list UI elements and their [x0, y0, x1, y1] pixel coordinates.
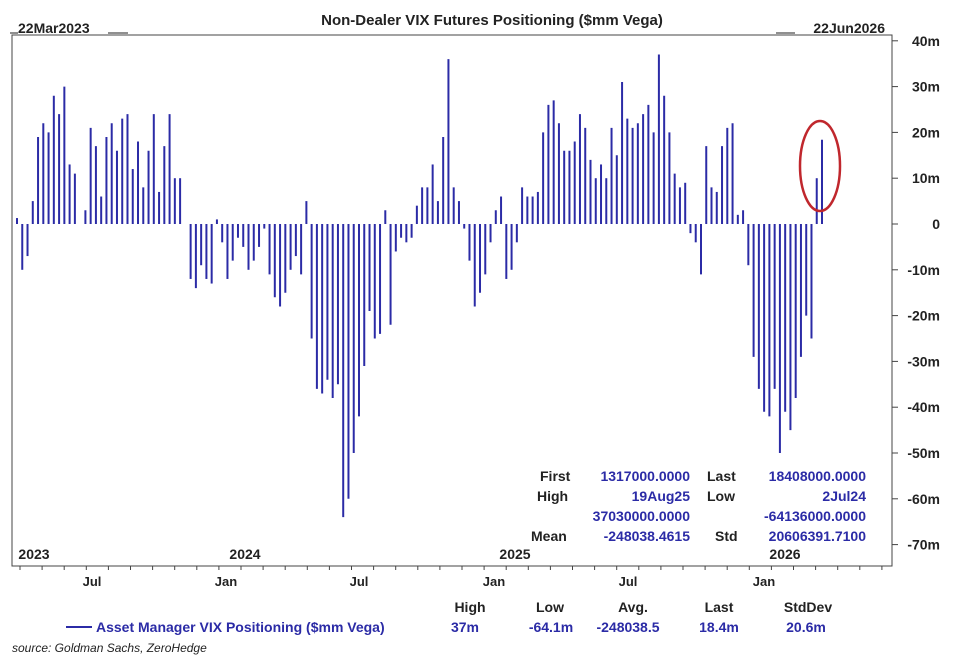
y-tick-label: -50m [907, 445, 940, 461]
legend-value-avg: -248038.5 [596, 619, 659, 635]
stat-last-value: 18408000.0000 [769, 468, 867, 484]
stat-mean-label: Mean [531, 528, 567, 544]
legend-value-stddev: 20.6m [786, 619, 826, 635]
y-axis: 40m 30m 20m 10m 0 -10m -20m -30m -40m -50m -60m -70… [892, 33, 940, 553]
legend-value-high: 37m [451, 619, 479, 635]
y-tick-label: 30m [912, 79, 940, 95]
legend-header-low: Low [536, 599, 564, 615]
x-month-label: Jul [83, 574, 102, 589]
legend-header-last: Last [705, 599, 734, 615]
y-tick-label: -70m [907, 537, 940, 553]
stat-first-label: First [540, 468, 571, 484]
y-tick-label: -10m [907, 262, 940, 278]
stat-mean-value: -248038.4615 [604, 528, 691, 544]
chart-title: Non-Dealer VIX Futures Positioning ($mm … [321, 12, 663, 29]
y-tick-label: -30m [907, 353, 940, 369]
stat-high-value: 37030000.0000 [593, 508, 691, 524]
source-note: source: Goldman Sachs, ZeroHedge [12, 641, 207, 655]
stat-low-value: -64136000.0000 [764, 508, 866, 524]
plot-frame [11, 34, 893, 567]
highlight-ellipse [798, 119, 842, 213]
x-month-label: Jan [483, 574, 505, 589]
x-year-label: 2024 [229, 546, 260, 562]
x-month-label: Jul [350, 574, 369, 589]
y-tick-label: -20m [907, 308, 940, 324]
legend-value-low: -64.1m [529, 619, 573, 635]
stat-high-label: High [537, 488, 568, 504]
legend-header-stddev: StdDev [784, 599, 832, 615]
y-tick-label: 40m [912, 33, 940, 49]
x-month-label: Jul [619, 574, 638, 589]
y-tick-label: -40m [907, 399, 940, 415]
y-tick-label: -60m [907, 491, 940, 507]
bars-group [16, 54, 823, 518]
y-tick-label: 0 [932, 216, 940, 232]
start-date-label: 22Mar2023 [18, 20, 90, 36]
stat-std-label: Std [715, 528, 738, 544]
stat-std-value: 20606391.7100 [769, 528, 867, 544]
end-date-label: 22Jun2026 [813, 20, 885, 36]
stat-high-date: 19Aug25 [632, 488, 691, 504]
stat-last-label: Last [707, 468, 736, 484]
x-month-label: Jan [215, 574, 237, 589]
legend: High Low Avg. Last StdDev Asset Manager … [66, 599, 832, 635]
x-year-label: 2025 [499, 546, 530, 562]
legend-series-label: Asset Manager VIX Positioning ($mm Vega) [96, 619, 385, 635]
legend-header-high: High [454, 599, 485, 615]
y-tick-label: 20m [912, 124, 940, 140]
x-year-label: 2026 [769, 546, 800, 562]
x-year-label: 2023 [18, 546, 49, 562]
x-month-label: Jan [753, 574, 775, 589]
x-axis: Jul Jan Jul Jan Jul Jan 2023 2024 2025 2026 [18, 546, 883, 589]
stats-box: First 1317000.0000 Last 18408000.0000 Hi… [531, 468, 866, 544]
y-tick-label: 10m [912, 170, 940, 186]
legend-header-avg: Avg. [618, 599, 648, 615]
stat-low-date: 2Jul24 [822, 488, 866, 504]
stat-first-value: 1317000.0000 [600, 468, 690, 484]
legend-value-last: 18.4m [699, 619, 739, 635]
stat-low-label: Low [707, 488, 735, 504]
